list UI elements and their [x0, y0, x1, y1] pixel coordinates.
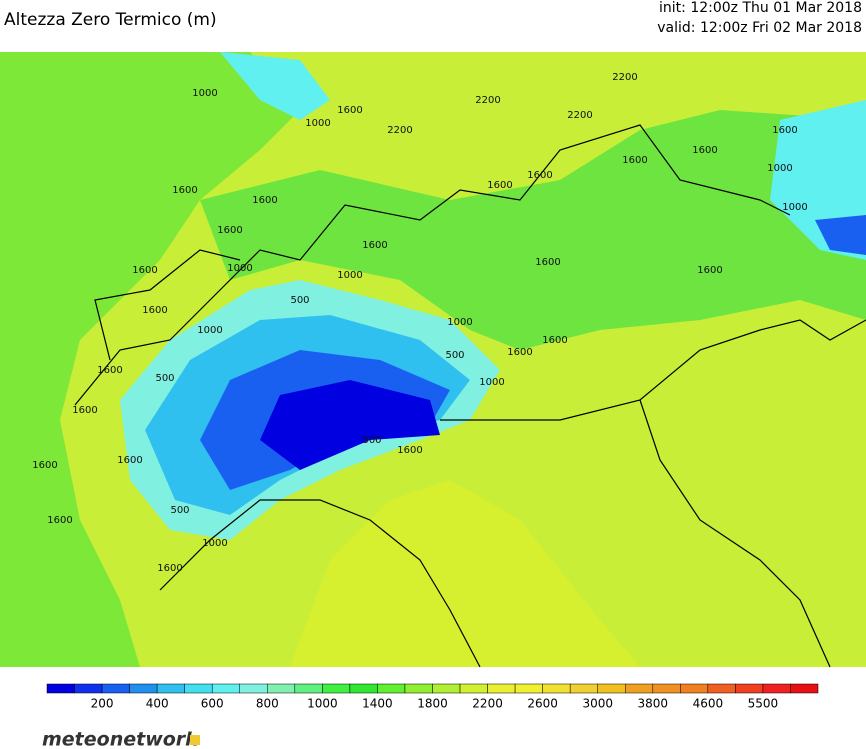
green-zone — [200, 110, 866, 350]
brand: meteonetwork — [42, 729, 199, 749]
colorbar-label: 4600 — [693, 697, 724, 711]
cyan-zone — [220, 52, 330, 120]
contour-label: 2200 — [387, 125, 412, 136]
contour-label: 1600 — [47, 515, 72, 526]
colorbar-swatch — [597, 683, 626, 694]
contour-label: 1000 — [227, 263, 252, 274]
colorbar-label: 1000 — [307, 697, 338, 711]
contour-label: 1000 — [337, 270, 362, 281]
colorbar-label: 3000 — [582, 697, 613, 711]
colorbar-swatch — [129, 683, 158, 694]
colorbar-swatch — [569, 683, 598, 694]
colorbar-swatch — [404, 683, 433, 694]
colorbar-swatch — [625, 683, 654, 694]
colorbar-swatch — [652, 683, 681, 694]
contour-label: 1600 — [132, 265, 157, 276]
colorbar-label: 800 — [256, 697, 279, 711]
contour-label: 500 — [362, 435, 381, 446]
contour-label: 500 — [170, 505, 189, 516]
contour-label: 1600 — [397, 445, 422, 456]
colorbar-swatch — [459, 683, 488, 694]
contour-label: 1600 — [157, 563, 182, 574]
contour-label: 1000 — [767, 163, 792, 174]
valid-time: valid: 12:00z Fri 02 Mar 2018 — [657, 20, 862, 36]
colorbar-swatch — [101, 683, 130, 694]
contour-label: 500 — [155, 373, 174, 384]
contour-label: 1000 — [192, 88, 217, 99]
colorbar-label: 200 — [91, 697, 114, 711]
colorbar-swatch — [514, 683, 543, 694]
contour-label: 1600 — [72, 405, 97, 416]
contour-label: 1600 — [692, 145, 717, 156]
green-zone — [0, 52, 300, 667]
contour-label: 1600 — [97, 365, 122, 376]
contour-label: 1000 — [202, 538, 227, 549]
colorbar-label: 5500 — [748, 697, 779, 711]
colorbar-label: 2600 — [527, 697, 558, 711]
borders — [74, 124, 866, 668]
contour-label: 1600 — [252, 195, 277, 206]
contour-label: 1600 — [527, 170, 552, 181]
colorbar-swatch — [211, 683, 240, 694]
contour-label: 1000 — [782, 202, 807, 213]
blue-zone — [815, 215, 866, 255]
contour-label: 1000 — [305, 118, 330, 129]
contour-label: 1600 — [697, 265, 722, 276]
colorbar-label: 3800 — [638, 697, 669, 711]
contour-label: 500 — [445, 350, 464, 361]
title: Altezza Zero Termico (m) — [4, 10, 217, 30]
colorbar-swatch — [294, 683, 323, 694]
contour-label: 500 — [290, 295, 309, 306]
contour-labels: 1000 1000 1600 2200 2200 2200 2200 1600 1600 1600… — [32, 72, 807, 574]
colorbar-swatch — [156, 683, 185, 694]
contour-label: 1600 — [542, 335, 567, 346]
contour-label: 1600 — [32, 460, 57, 471]
colorbar-swatch — [790, 683, 819, 694]
contour-label: 1000 — [479, 377, 504, 388]
colorbar-swatch — [680, 683, 709, 694]
colorbar-swatch — [322, 683, 351, 694]
colorbar-label: 1400 — [362, 697, 393, 711]
colorbar-swatch — [377, 683, 406, 694]
colorbar-swatch — [74, 683, 103, 694]
colorbar-swatch — [762, 683, 791, 694]
map: 1000 1000 1600 2200 2200 2200 2200 1600 1600 1600… — [0, 52, 866, 668]
colorbar-swatch — [432, 683, 461, 694]
init-time: init: 12:00z Thu 01 Mar 2018 — [659, 0, 862, 16]
brand-square — [190, 735, 200, 745]
dark-blue-zone — [260, 380, 440, 470]
colorbar-swatch — [184, 683, 213, 694]
colorbar-swatch — [267, 683, 296, 694]
contour-label: 1600 — [622, 155, 647, 166]
contour-label: 1600 — [487, 180, 512, 191]
colorbar-swatch — [487, 683, 516, 694]
contour-label: 1600 — [362, 240, 387, 251]
contour-label: 1600 — [217, 225, 242, 236]
contour-label: 2200 — [567, 110, 592, 121]
contour-label: 1600 — [507, 347, 532, 358]
colorbar-swatch — [542, 683, 571, 694]
colorbar-label: 600 — [201, 697, 224, 711]
contour-label: 2200 — [475, 95, 500, 106]
contour-label: 1600 — [117, 455, 142, 466]
colorbar: 200 400 600 800 1000 1400 1800 2200 2600 3000 3800… — [46, 683, 819, 711]
colorbar-label: 400 — [146, 697, 169, 711]
colorbar-swatch — [349, 683, 378, 694]
contour-label: 2200 — [612, 72, 637, 83]
contour-label: 1600 — [172, 185, 197, 196]
colorbar-label: 1800 — [417, 697, 448, 711]
colorbar-swatch — [239, 683, 268, 694]
colorbar-swatch — [707, 683, 736, 694]
contour-label: 1600 — [142, 305, 167, 316]
colorbar-swatch — [46, 683, 75, 694]
contour-label: 1600 — [772, 125, 797, 136]
contour-label: 1600 — [337, 105, 362, 116]
contour-label: 1000 — [197, 325, 222, 336]
contour-label: 1000 — [447, 317, 472, 328]
colorbar-swatch — [735, 683, 764, 694]
colorbar-label: 2200 — [472, 697, 503, 711]
contour-label: 1600 — [535, 257, 560, 268]
